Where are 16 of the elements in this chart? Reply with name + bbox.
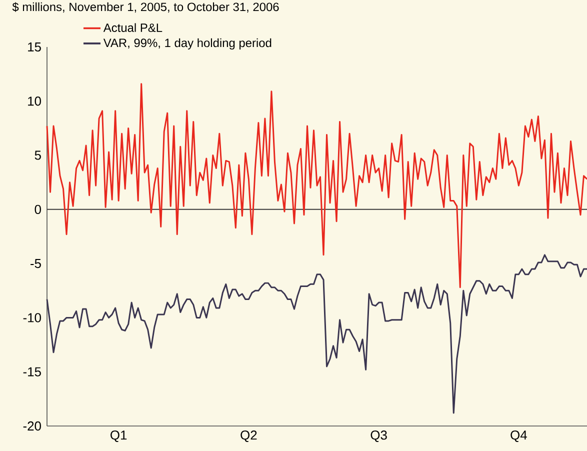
y-tick-label: -20 — [23, 421, 41, 431]
y-tick-label: 10 — [28, 96, 41, 106]
x-tick-label: Q1 — [110, 430, 127, 442]
chart-title: $ millions, November 1, 2005, to October 31, 2006 — [12, 2, 279, 13]
x-tick-label: Q3 — [370, 430, 387, 442]
y-tick-label: 15 — [28, 42, 41, 52]
y-tick-label: 0 — [34, 204, 41, 214]
line-series — [46, 83, 587, 288]
y-tick-label: -15 — [23, 367, 41, 376]
y-tick-label: -10 — [23, 313, 41, 322]
x-tick-label: Q2 — [240, 430, 257, 442]
y-tick-label: -5 — [30, 259, 41, 268]
legend-label: VAR, 99%, 1 day holding period — [103, 38, 272, 50]
x-tick-label: Q4 — [510, 430, 527, 442]
y-tick-label: 5 — [34, 150, 41, 160]
legend-label: Actual P&L — [103, 23, 162, 32]
